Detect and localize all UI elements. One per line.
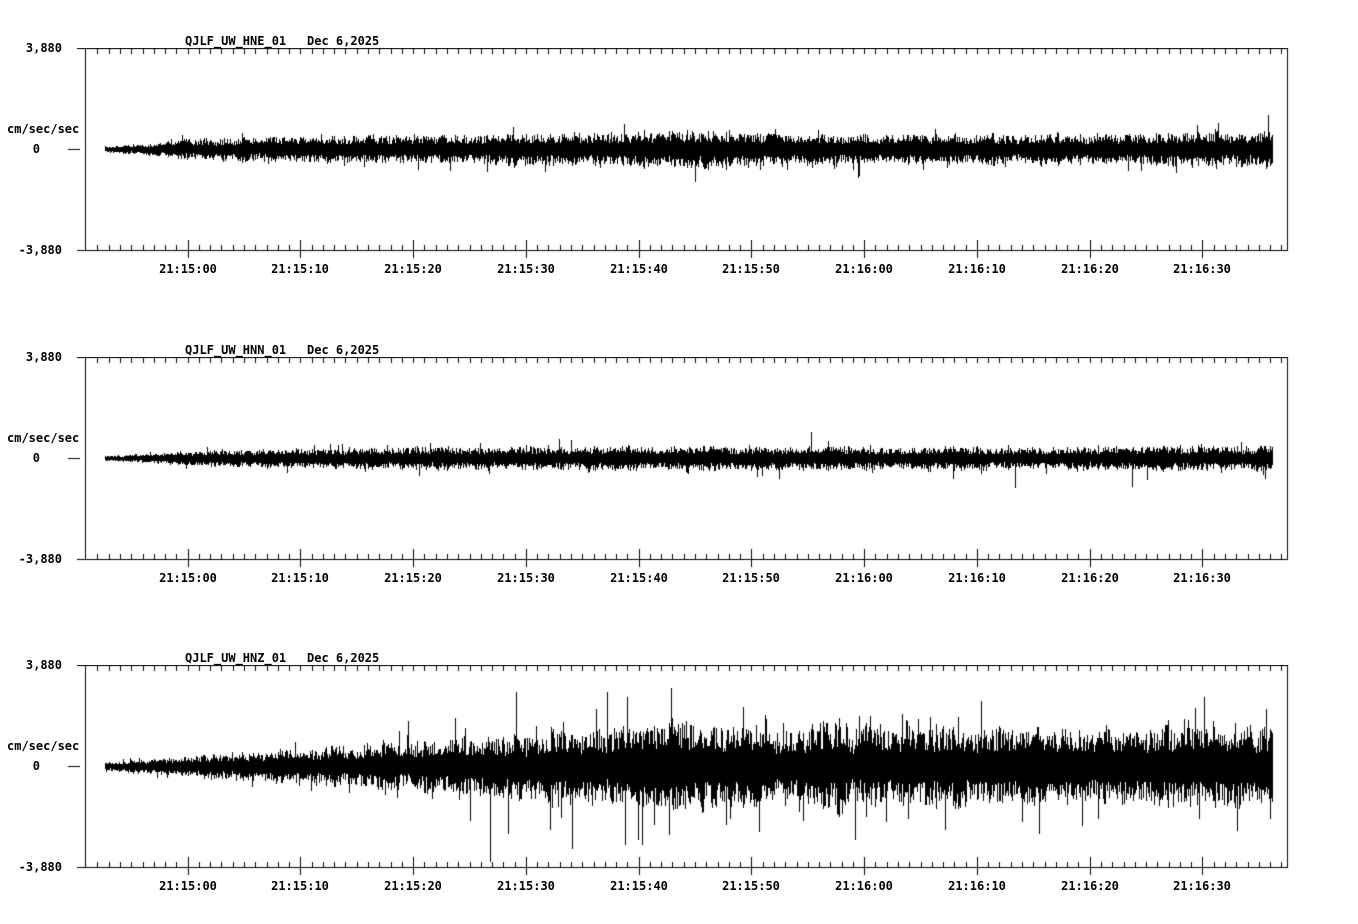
x-tick-label: 21:16:20 [1061,262,1119,276]
x-tick-label: 21:15:40 [610,879,668,893]
x-tick-label: 21:16:10 [948,879,1006,893]
trace-title: QJLF_UW_HNE_01 [185,34,287,48]
x-tick-label: 21:15:40 [610,262,668,276]
trace-date: Dec 6,2025 [307,651,380,665]
x-tick-label: 21:16:10 [948,571,1006,585]
seismogram-canvas-hnz [65,665,1301,880]
x-tick-label: 21:15:50 [722,262,780,276]
y-tick-min: -3,880 [18,243,62,257]
x-tick-label: 21:16:00 [835,879,893,893]
x-tick-label: 21:16:20 [1061,879,1119,893]
trace-date: Dec 6,2025 [307,343,380,357]
y-tick-max: 3,880 [25,658,62,672]
x-tick-label: 21:15:50 [722,571,780,585]
y-axis-units: cm/sec/sec [7,739,80,753]
x-tick-label: 21:15:30 [497,262,555,276]
x-axis-labels: 21:15:00 21:15:10 21:15:20 21:15:30 21:15:40… [0,263,1358,277]
y-tick-zero: 0 [32,759,40,773]
y-tick-min: -3,880 [18,860,62,874]
x-tick-label: 21:15:00 [159,879,217,893]
x-tick-label: 21:16:30 [1173,262,1231,276]
seismogram-canvas-hnn [65,357,1301,572]
y-tick-zero: 0 [32,451,40,465]
x-tick-label: 21:15:20 [384,571,442,585]
x-tick-label: 21:15:30 [497,879,555,893]
x-tick-label: 21:15:20 [384,262,442,276]
trace-title: QJLF_UW_HNZ_01 [185,651,287,665]
seismogram-canvas-hne [65,48,1301,263]
x-tick-label: 21:16:30 [1173,571,1231,585]
x-tick-label: 21:15:50 [722,879,780,893]
x-tick-label: 21:15:10 [271,262,329,276]
x-tick-label: 21:15:00 [159,262,217,276]
x-tick-label: 21:15:00 [159,571,217,585]
y-axis-units: cm/sec/sec [7,122,80,136]
trace-title: QJLF_UW_HNN_01 [185,343,287,357]
x-tick-label: 21:16:10 [948,262,1006,276]
x-tick-label: 21:15:30 [497,571,555,585]
x-tick-label: 21:16:30 [1173,879,1231,893]
x-axis-labels: 21:15:00 21:15:10 21:15:20 21:15:30 21:15:40… [0,572,1358,586]
y-tick-max: 3,880 [25,350,62,364]
y-tick-min: -3,880 [18,552,62,566]
x-tick-label: 21:15:20 [384,879,442,893]
x-tick-label: 21:16:00 [835,262,893,276]
y-tick-zero: 0 [32,142,40,156]
x-tick-label: 21:15:10 [271,879,329,893]
x-tick-label: 21:15:40 [610,571,668,585]
trace-date: Dec 6,2025 [307,34,380,48]
x-tick-label: 21:16:20 [1061,571,1119,585]
x-tick-label: 21:16:00 [835,571,893,585]
x-axis-labels: 21:15:00 21:15:10 21:15:20 21:15:30 21:15:40… [0,880,1358,894]
y-axis-units: cm/sec/sec [7,431,80,445]
x-tick-label: 21:15:10 [271,571,329,585]
y-tick-max: 3,880 [25,41,62,55]
